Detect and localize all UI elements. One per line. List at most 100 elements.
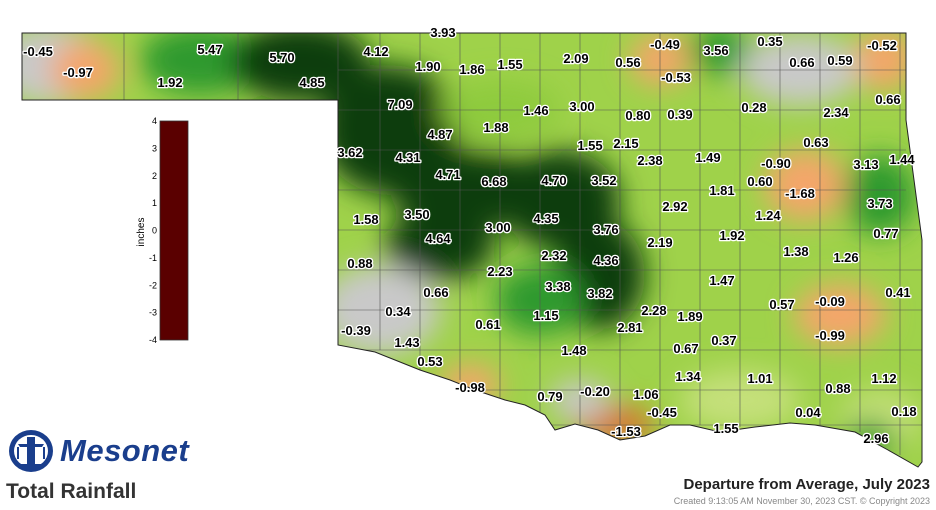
product-name: Total Rainfall (6, 480, 137, 503)
station-value: 4.85 (299, 75, 324, 90)
station-value: 3.00 (485, 220, 510, 235)
station-value: -0.45 (647, 405, 677, 420)
station-value: -0.98 (455, 380, 485, 395)
station-value: 2.81 (617, 320, 642, 335)
station-value: -0.39 (341, 323, 371, 338)
station-value: 0.57 (769, 297, 794, 312)
color-legend: 4 3 2 1 0 -1 -2 -3 -4 inches (136, 116, 189, 345)
legend-ticks: 4 3 2 1 0 -1 -2 -3 -4 (149, 116, 157, 345)
station-value: -0.53 (661, 70, 691, 85)
station-value: -0.49 (650, 37, 680, 52)
station-value: 4.87 (427, 127, 452, 142)
station-value: 0.53 (417, 354, 442, 369)
station-value: -0.90 (761, 156, 791, 171)
station-value: 1.47 (709, 273, 734, 288)
legend-unit-label: inches (136, 218, 147, 247)
station-value: 3.00 (569, 99, 594, 114)
station-value: 0.66 (789, 55, 814, 70)
station-value: 0.34 (385, 304, 411, 319)
legend-tick-label: -4 (149, 335, 157, 345)
station-value: 6.68 (481, 174, 506, 189)
station-value: 1.55 (497, 57, 522, 72)
station-value: 3.62 (337, 145, 362, 160)
station-value: 2.09 (563, 51, 588, 66)
station-value: 0.66 (875, 92, 900, 107)
station-value: 1.89 (677, 309, 702, 324)
station-value: 1.34 (675, 369, 701, 384)
station-value: 1.44 (889, 152, 915, 167)
legend-tick-label: 4 (152, 116, 157, 126)
station-value: 0.39 (667, 107, 692, 122)
station-value: 3.13 (853, 157, 878, 172)
station-value: 4.12 (363, 44, 388, 59)
legend-colorbar (159, 120, 189, 341)
station-value: -0.97 (63, 65, 93, 80)
station-value: 3.76 (593, 222, 618, 237)
station-value: 4.35 (533, 211, 558, 226)
station-values: -0.45 -0.97 1.92 5.47 5.70 4.85 4.12 3.93 1.90 1.… (22, 24, 918, 448)
legend-tick-label: 1 (152, 198, 157, 208)
station-value: 1.15 (533, 308, 558, 323)
station-value: 0.88 (825, 381, 850, 396)
legend-tick-label: 2 (152, 171, 157, 181)
station-value: 1.55 (577, 138, 602, 153)
brand-name: Mesonet (60, 433, 190, 468)
station-value: 0.18 (891, 404, 916, 419)
station-value: 1.46 (523, 103, 548, 118)
station-value: 2.38 (637, 153, 662, 168)
station-value: -1.53 (611, 424, 641, 439)
station-value: 1.55 (713, 421, 738, 436)
station-value: 2.23 (487, 264, 512, 279)
mesonet-brand: Mesonet (6, 428, 189, 474)
station-value: 5.47 (197, 42, 222, 57)
station-value: 2.15 (613, 136, 638, 151)
station-value: 1.92 (719, 228, 744, 243)
station-value: 1.48 (561, 343, 586, 358)
station-value: 1.90 (415, 59, 440, 74)
station-value: 0.28 (741, 100, 766, 115)
station-value: 0.35 (757, 34, 782, 49)
station-value: 7.09 (387, 97, 412, 112)
station-value: 4.71 (435, 167, 460, 182)
station-value: 4.31 (395, 150, 420, 165)
station-value: 3.82 (587, 286, 612, 301)
station-value: 0.56 (615, 55, 640, 70)
legend-tick-label: 3 (152, 143, 157, 153)
station-value: 1.86 (459, 62, 484, 77)
station-value: 1.24 (755, 208, 781, 223)
station-value: 1.06 (633, 387, 658, 402)
station-value: 3.38 (545, 279, 570, 294)
station-value: 3.73 (867, 196, 892, 211)
station-value: -0.52 (867, 38, 897, 53)
legend-tick-label: -2 (149, 280, 157, 290)
station-value: 1.26 (833, 250, 858, 265)
station-value: 0.37 (711, 333, 736, 348)
station-value: 0.59 (827, 53, 852, 68)
station-value: 1.92 (157, 75, 182, 90)
station-value: 1.01 (747, 371, 772, 386)
station-value: 2.32 (541, 248, 566, 263)
station-value: 4.64 (425, 231, 451, 246)
station-value: 3.52 (591, 173, 616, 188)
station-value: 1.43 (394, 335, 419, 350)
station-value: 0.63 (803, 135, 828, 150)
station-value: 5.70 (269, 50, 294, 65)
station-value: 2.92 (662, 199, 687, 214)
station-value: 2.96 (863, 431, 888, 446)
station-value: 1.49 (695, 150, 720, 165)
station-value: -0.99 (815, 328, 845, 343)
station-value: 0.41 (885, 285, 910, 300)
station-value: 1.58 (353, 212, 378, 227)
station-value: 0.66 (423, 285, 448, 300)
station-value: -0.09 (815, 294, 845, 309)
station-value: 1.38 (783, 244, 808, 259)
station-value: 2.28 (641, 303, 666, 318)
legend-tick-label: -3 (149, 308, 157, 318)
state-outline (21, 32, 923, 468)
legend-tick-label: -1 (149, 253, 157, 263)
station-value: -0.20 (580, 384, 610, 399)
station-value: 0.80 (625, 108, 650, 123)
station-value: 0.61 (475, 317, 500, 332)
station-value: -0.45 (23, 44, 53, 59)
